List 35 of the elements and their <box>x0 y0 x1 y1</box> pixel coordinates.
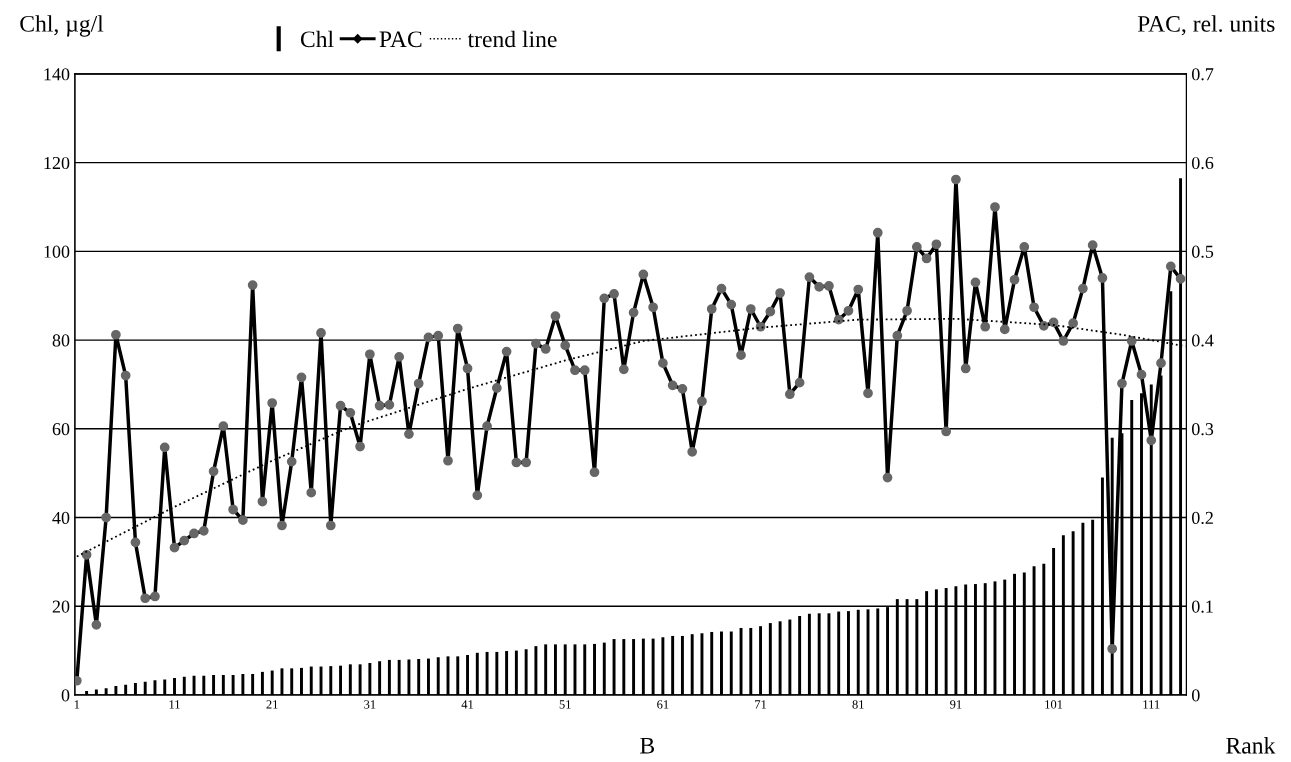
x-tick-label: 71 <box>755 700 767 709</box>
y-tick-label: 80 <box>52 334 70 347</box>
x-tick-label: 61 <box>657 700 669 709</box>
y2-tick-label: 0.4 <box>1191 334 1214 347</box>
x-axis-title: Rank <box>1226 737 1276 754</box>
x-tick-label: 21 <box>266 700 278 709</box>
y-axis-title: Chl, µg/l <box>20 15 104 37</box>
y2-tick-label: 0.7 <box>1191 68 1214 81</box>
x-tick-label: 51 <box>559 700 571 709</box>
x-tick-label: 11 <box>169 700 180 709</box>
y2-axis-title: PAC, rel. units <box>1137 15 1275 36</box>
legend-label: trend line <box>467 30 557 48</box>
y2-tick-label: 0.3 <box>1191 423 1214 436</box>
y-tick-label: 40 <box>52 511 70 524</box>
x-tick-label: 31 <box>364 700 376 709</box>
y-tick-label: 20 <box>52 600 70 613</box>
x-tick-label: 41 <box>461 700 474 709</box>
legend-label: PAC <box>379 31 422 48</box>
x-tick-label: 1 <box>74 700 80 709</box>
y2-tick-label: 0.6 <box>1191 156 1214 170</box>
y-tick-label: 0 <box>61 689 70 702</box>
y-tick-label: 120 <box>44 156 70 170</box>
x-tick-label: 111 <box>1143 700 1160 709</box>
y2-tick-label: 0.2 <box>1191 511 1213 525</box>
y-tick-label: 100 <box>44 245 70 258</box>
y2-tick-label: 0 <box>1191 689 1200 702</box>
y-tick-label: 60 <box>52 423 70 436</box>
y2-tick-label: 0.1 <box>1191 600 1213 613</box>
x-tick-label: 101 <box>1045 700 1063 709</box>
legend-label: Chl <box>300 30 334 48</box>
y-tick-label: 140 <box>44 68 70 81</box>
x-tick-label: 91 <box>950 700 962 709</box>
y2-tick-label: 0.5 <box>1191 245 1214 258</box>
text: B <box>640 737 655 754</box>
x-tick-label: 81 <box>852 700 864 709</box>
